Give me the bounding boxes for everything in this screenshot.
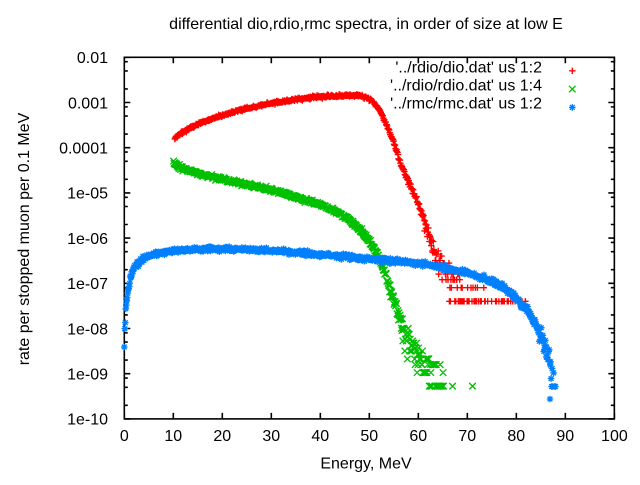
svg-text:1e-06: 1e-06 xyxy=(67,231,108,248)
svg-text:80: 80 xyxy=(507,428,525,445)
svg-text:1e-08: 1e-08 xyxy=(67,321,108,338)
svg-text:0: 0 xyxy=(120,428,129,445)
svg-text:1e-10: 1e-10 xyxy=(67,412,108,429)
svg-text:rate per stopped muon per 0.1: rate per stopped muon per 0.1 MeV xyxy=(16,112,33,365)
svg-text:Energy, MeV: Energy, MeV xyxy=(320,456,412,473)
svg-text:differential dio,rdio,rmc spec: differential dio,rdio,rmc spectra, in or… xyxy=(169,16,563,33)
svg-text:100: 100 xyxy=(601,428,628,445)
svg-text:'../rdio/dio.dat' us 1:2: '../rdio/dio.dat' us 1:2 xyxy=(395,59,542,76)
svg-text:0.01: 0.01 xyxy=(77,50,108,67)
svg-text:1e-07: 1e-07 xyxy=(67,276,108,293)
svg-text:90: 90 xyxy=(556,428,574,445)
svg-text:0.001: 0.001 xyxy=(68,95,108,112)
svg-text:0.0001: 0.0001 xyxy=(59,141,108,158)
svg-text:'../rmc/rmc.dat' us 1:2: '../rmc/rmc.dat' us 1:2 xyxy=(390,96,542,113)
svg-text:10: 10 xyxy=(164,428,182,445)
svg-text:50: 50 xyxy=(360,428,378,445)
svg-text:60: 60 xyxy=(409,428,427,445)
svg-text:1e-09: 1e-09 xyxy=(67,367,108,384)
svg-text:30: 30 xyxy=(262,428,280,445)
svg-text:'../rdio/rdio.dat' us 1:4: '../rdio/rdio.dat' us 1:4 xyxy=(390,78,542,95)
svg-text:1e-05: 1e-05 xyxy=(67,186,108,203)
svg-text:20: 20 xyxy=(213,428,231,445)
svg-text:40: 40 xyxy=(311,428,329,445)
svg-text:70: 70 xyxy=(458,428,476,445)
